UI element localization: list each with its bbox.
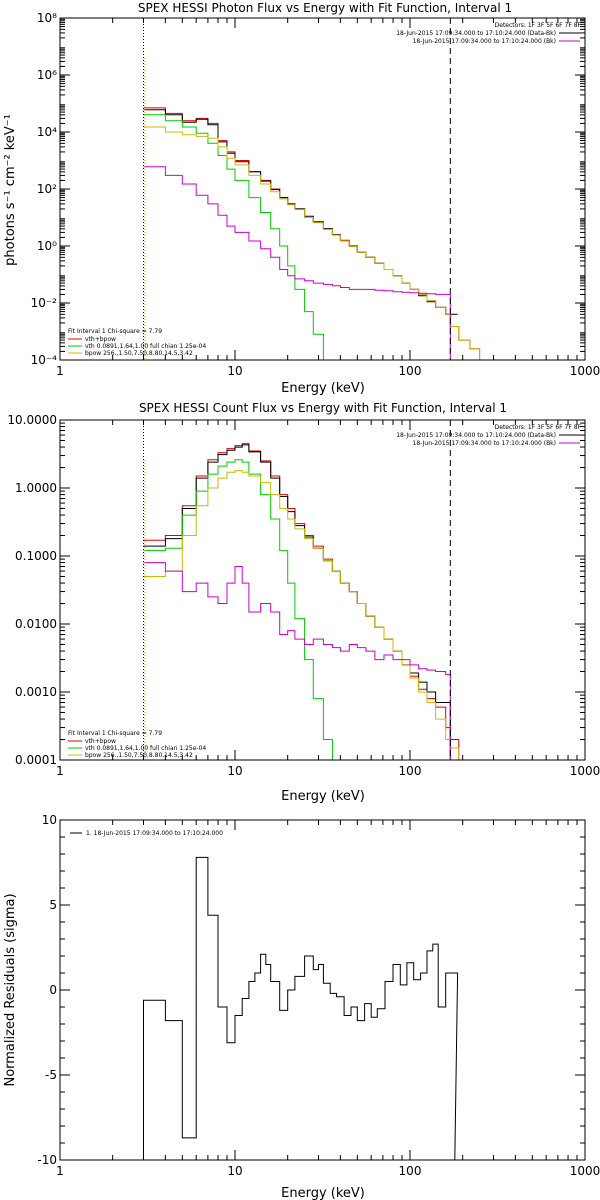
- y-tick-label: 10²: [37, 182, 57, 196]
- count-flux-panel: SPEX HESSI Count Flux vs Energy with Fit…: [7, 401, 600, 804]
- y-tick-label: 10⁰: [37, 239, 57, 253]
- series-vth: [143, 459, 340, 761]
- residuals-series: [143, 856, 459, 1161]
- count-flux-legend-total: vth+bpow: [85, 738, 116, 745]
- count-flux-ticks: 1 10 100 1000 0.0001 0.0010 0.0100 0.1000 1.0000…: [7, 413, 600, 778]
- x-tick-label: 100: [399, 764, 422, 778]
- x-tick-label: 1000: [570, 1164, 600, 1178]
- x-tick-label: 10: [227, 1164, 242, 1178]
- y-tick-label: 10⁶: [37, 68, 57, 82]
- y-tick-label: 0.0010: [15, 685, 57, 699]
- x-tick-label: 1: [56, 364, 64, 378]
- y-tick-label: 10.0000: [7, 413, 57, 427]
- x-tick-label: 10: [227, 364, 242, 378]
- series-bkg: [143, 562, 458, 761]
- x-tick-label: 100: [399, 364, 422, 378]
- series-bpow: [143, 470, 487, 761]
- y-tick-label: -10: [37, 1153, 57, 1167]
- x-tick-label: 1000: [570, 364, 600, 378]
- photon-flux-detectors-label: Detectors: 1F 3F 5F 6F 7F 8F: [495, 22, 582, 29]
- count-flux-legend-vth: vth 0.0891,1.64,1.00 full chian 1.25e-04: [85, 745, 206, 752]
- y-tick-label: 0.0100: [15, 617, 57, 631]
- series-bkg: [143, 166, 458, 361]
- y-tick-label: 0.1000: [15, 549, 57, 563]
- count-flux-legend-databk: 18-Jun-2015 17:09:34.000 to 17:10:24.000…: [396, 432, 556, 439]
- x-tick-label: 1: [56, 764, 64, 778]
- photon-flux-legend-bpow: bpow 256.,1.50,7.50,8.80,14.5,3.42: [85, 350, 193, 357]
- photon-flux-legend-databk: 18-Jun-2015 17:09:34.000 to 17:10:24.000…: [396, 30, 556, 37]
- count-flux-title: SPEX HESSI Count Flux vs Energy with Fit…: [139, 401, 507, 415]
- photon-flux-vlines: [142, 18, 451, 360]
- photon-flux-legend-bk: 18-Jun-2015 17:09:34.000 to 17:10:24.000…: [413, 38, 556, 45]
- series-residuals: [143, 856, 459, 1161]
- x-tick-label: 1000: [570, 764, 600, 778]
- residuals-panel: 1 10 100 1000 -10 -5 0 5 10 Energy (keV) Normali…: [3, 813, 600, 1200]
- y-tick-label: 10⁸: [37, 11, 57, 25]
- y-tick-label: 0: [49, 983, 57, 997]
- photon-flux-fit-info: Fit Interval 1 Chi-square = 7.79: [68, 328, 162, 335]
- photon-flux-title: SPEX HESSI Photon Flux vs Energy with Fi…: [138, 1, 512, 15]
- photon-flux-legend-total: vth+bpow: [85, 336, 116, 343]
- y-tick-label: 0.0001: [15, 753, 57, 767]
- photon-flux-ylabel: photons s⁻¹ cm⁻² keV⁻¹: [3, 114, 18, 266]
- count-flux-xlabel: Energy (keV): [281, 789, 365, 804]
- y-tick-label: 10⁻⁴: [31, 353, 58, 367]
- count-flux-detectors-label: Detectors: 1F 3F 5F 6F 7F 8F: [495, 424, 582, 431]
- photon-flux-legend-vth: vth 0.0891,1.64,1.00 full chian 1.25e-04: [85, 343, 206, 350]
- x-tick-label: 10: [227, 764, 242, 778]
- photon-flux-series: [143, 107, 496, 361]
- count-flux-fit-info: Fit Interval 1 Chi-square = 7.79: [68, 730, 162, 737]
- count-flux-legend-bpow: bpow 256.,1.50,7.50,8.80,14.5,3.42: [85, 752, 193, 759]
- series-vth: [143, 114, 340, 361]
- y-tick-label: -5: [45, 1068, 57, 1082]
- x-tick-label: 1: [56, 1164, 64, 1178]
- y-tick-label: 10⁴: [37, 125, 57, 139]
- y-tick-label: 10⁻²: [31, 296, 58, 310]
- x-tick-label: 100: [399, 1164, 422, 1178]
- photon-flux-panel: SPEX HESSI Photon Flux vs Energy with Fi…: [3, 1, 600, 396]
- series-bpow: [143, 126, 496, 361]
- photon-flux-ticks: 1 10 100 1000 10⁻⁴ 10⁻² 10⁰ 10² 10⁴ 10⁶ 10⁸: [31, 11, 600, 378]
- residuals-legend-label: 1. 18-Jun-2015 17:09:34.000 to 17:10:24.…: [86, 830, 223, 837]
- residuals-xlabel: Energy (keV): [281, 1186, 365, 1200]
- y-tick-label: 5: [49, 898, 57, 912]
- residuals-ticks: 1 10 100 1000 -10 -5 0 5 10: [37, 813, 600, 1178]
- y-tick-label: 1.0000: [15, 481, 57, 495]
- count-flux-legend-bk: 18-Jun-2015 17:09:34.000 to 17:10:24.000…: [413, 440, 556, 447]
- photon-flux-xlabel: Energy (keV): [281, 381, 365, 396]
- count-flux-series: [143, 443, 487, 761]
- count-flux-vlines: [142, 420, 451, 760]
- residuals-ylabel: Normalized Residuals (sigma): [3, 893, 18, 1086]
- y-tick-label: 10: [42, 813, 57, 827]
- count-flux-axes-frame: [59, 419, 586, 761]
